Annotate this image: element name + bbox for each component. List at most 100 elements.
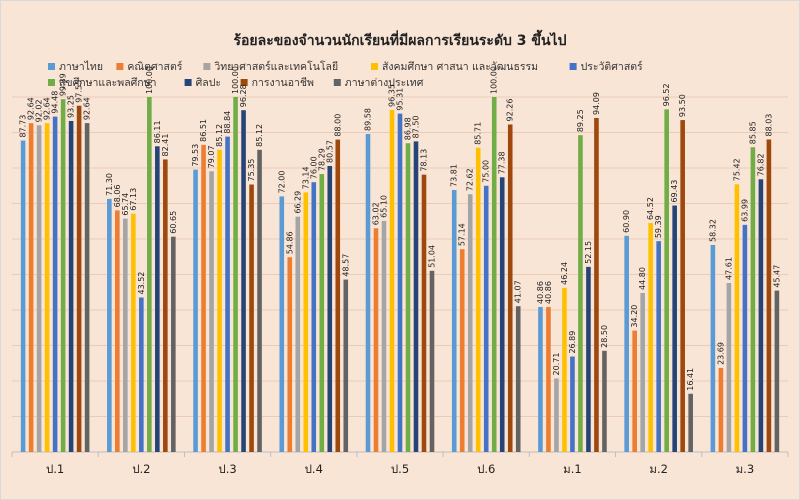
- bar: [499, 177, 505, 452]
- data-label: 79.53: [191, 144, 200, 167]
- data-label: 79.07: [207, 145, 216, 168]
- data-label: 92.26: [506, 99, 515, 122]
- data-label: 48.57: [341, 254, 350, 277]
- bar: [624, 235, 629, 452]
- bar: [774, 290, 780, 452]
- data-label: 54.86: [285, 231, 294, 254]
- data-label: 63.02: [372, 202, 381, 225]
- bar: [311, 182, 317, 452]
- bar: [131, 213, 136, 452]
- bar: [60, 99, 66, 452]
- data-label: 78.29: [317, 148, 326, 171]
- bar: [279, 196, 285, 452]
- legend-label: สังคมศึกษา ศาสนา และวัฒนธรรม: [382, 61, 538, 73]
- category-label: ม.1: [563, 462, 582, 476]
- data-label: 80.57: [325, 140, 334, 163]
- bar: [107, 198, 112, 452]
- bar: [20, 140, 26, 452]
- data-label: 85.12: [215, 124, 224, 147]
- category-label: ม.2: [649, 462, 668, 476]
- bar: [381, 220, 387, 452]
- legend-swatch: [184, 79, 192, 86]
- bar: [594, 117, 599, 452]
- data-label: 85.12: [255, 124, 264, 147]
- legend-swatch: [116, 63, 124, 70]
- legend-swatch: [203, 63, 211, 70]
- bar: [680, 120, 685, 452]
- data-label: 86.51: [199, 119, 208, 142]
- data-label: 93.50: [678, 94, 687, 117]
- bar: [389, 109, 395, 453]
- bar: [491, 97, 497, 452]
- data-label: 72.62: [466, 168, 475, 191]
- data-label: 97.55: [75, 80, 84, 103]
- legend-swatch: [240, 79, 248, 86]
- bar: [586, 266, 591, 452]
- legend-label: ศิลปะ: [196, 77, 221, 89]
- data-label: 75.35: [247, 159, 256, 182]
- data-label: 34.20: [630, 305, 639, 328]
- bar: [726, 282, 732, 452]
- bar: [36, 125, 42, 452]
- data-label: 51.04: [428, 245, 437, 268]
- data-label: 71.30: [105, 173, 114, 196]
- bar: [578, 135, 583, 452]
- data-label: 67.13: [129, 188, 138, 211]
- data-label: 44.80: [638, 267, 647, 290]
- bar: [734, 184, 740, 452]
- data-label: 26.89: [568, 331, 577, 354]
- bar: [52, 116, 58, 452]
- data-label: 68.06: [113, 184, 122, 207]
- data-label: 28.50: [600, 325, 609, 348]
- data-label: 76.82: [756, 153, 765, 176]
- bar: [147, 97, 152, 452]
- bar: [672, 205, 677, 452]
- bar: [632, 330, 637, 452]
- data-label: 75.42: [732, 158, 741, 181]
- bar: [483, 185, 489, 452]
- data-label: 16.41: [686, 368, 695, 391]
- bar: [241, 110, 246, 453]
- data-label: 66.29: [293, 191, 302, 214]
- data-label: 100.00: [231, 66, 240, 94]
- bar: [335, 139, 341, 452]
- bar: [155, 146, 160, 452]
- legend-label: ภาษาต่างประเทศ: [345, 77, 424, 89]
- bar: [750, 147, 756, 453]
- bar: [562, 287, 567, 452]
- bar: [467, 194, 473, 452]
- category-label: ป.6: [477, 462, 495, 476]
- data-label: 88.84: [223, 111, 232, 134]
- data-label: 92.64: [83, 97, 92, 120]
- bar: [688, 393, 693, 452]
- bar: [303, 192, 309, 452]
- data-label: 65.74: [121, 193, 130, 216]
- bar: [429, 270, 435, 452]
- bar: [507, 124, 513, 453]
- data-label: 73.14: [301, 166, 310, 189]
- bar: [257, 149, 262, 452]
- data-label: 87.73: [19, 115, 28, 138]
- data-label: 64.52: [646, 197, 655, 220]
- bar: [295, 216, 301, 452]
- data-label: 92.64: [27, 97, 36, 120]
- category-label: ม.3: [736, 462, 755, 476]
- category-label: ป.3: [218, 462, 236, 476]
- data-label: 87.50: [412, 115, 421, 138]
- bar: [742, 224, 748, 452]
- data-label: 96.35: [388, 84, 397, 107]
- bar: [28, 123, 34, 453]
- category-label: ป.1: [46, 462, 64, 476]
- bar: [123, 218, 128, 452]
- data-label: 72.00: [277, 170, 286, 193]
- bar: [405, 143, 411, 452]
- bar: [287, 257, 293, 452]
- data-label: 86.11: [153, 120, 162, 143]
- bar: [766, 139, 772, 452]
- data-label: 45.47: [772, 265, 781, 288]
- data-label: 94.48: [51, 91, 60, 114]
- data-label: 23.69: [716, 342, 725, 365]
- bar: [475, 147, 481, 453]
